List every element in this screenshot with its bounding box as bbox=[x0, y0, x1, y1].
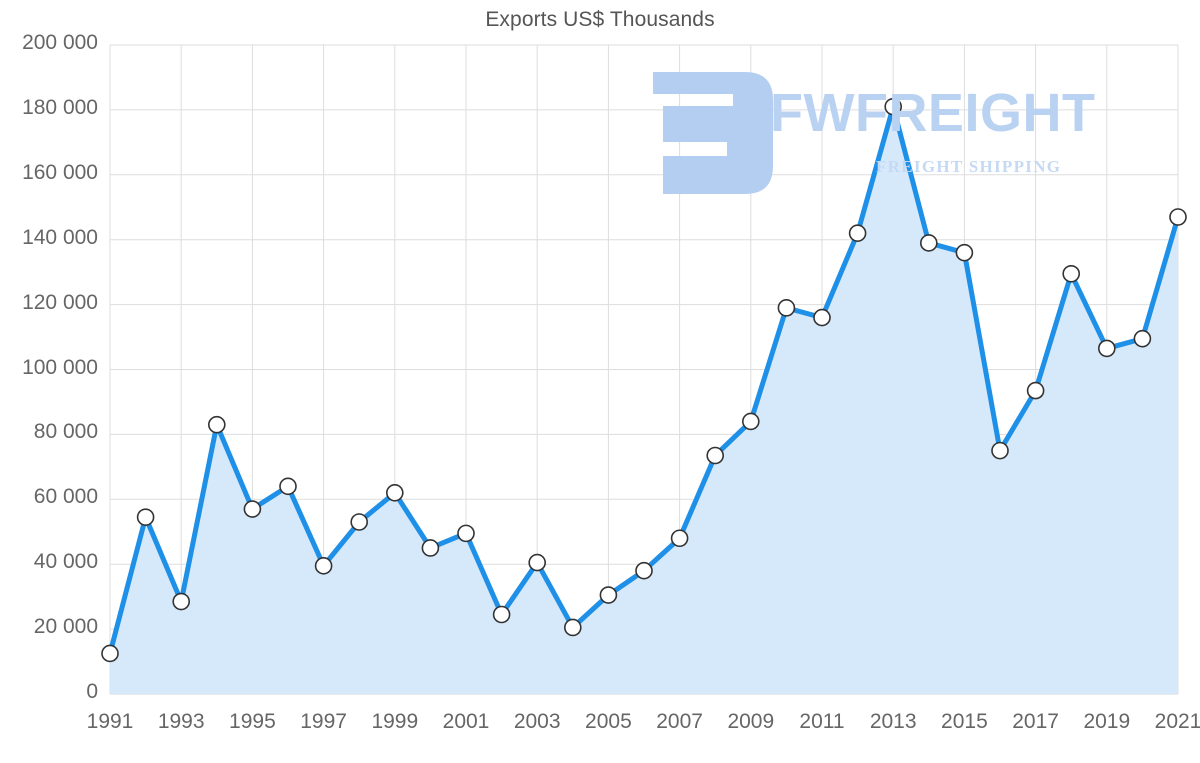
y-axis-tick-label: 180 000 bbox=[22, 95, 98, 119]
x-axis-tick-label: 1999 bbox=[371, 710, 419, 733]
data-point-marker[interactable] bbox=[706, 446, 725, 465]
data-point-marker[interactable] bbox=[635, 561, 653, 580]
area-fill bbox=[110, 106, 1178, 694]
y-axis-tick-label: 60 000 bbox=[33, 485, 98, 509]
data-point-marker[interactable] bbox=[1098, 339, 1116, 358]
data-point-marker[interactable] bbox=[1169, 208, 1187, 226]
data-point-marker[interactable] bbox=[848, 224, 867, 243]
x-axis-tick-label: 2013 bbox=[869, 710, 917, 733]
data-point-marker[interactable] bbox=[457, 524, 475, 543]
data-point-marker[interactable] bbox=[528, 553, 547, 572]
data-point-marker[interactable] bbox=[1026, 381, 1045, 400]
data-point-marker[interactable] bbox=[314, 557, 333, 575]
data-point-marker[interactable] bbox=[208, 415, 226, 434]
data-point-markers bbox=[101, 97, 1187, 663]
x-axis-tick-label: 1993 bbox=[157, 710, 205, 733]
data-point-marker[interactable] bbox=[136, 508, 155, 526]
x-axis-tick-label: 2005 bbox=[585, 710, 632, 733]
y-axis-tick-label: 160 000 bbox=[22, 160, 98, 184]
data-point-marker[interactable] bbox=[421, 539, 440, 557]
data-point-marker[interactable] bbox=[670, 529, 689, 548]
data-point-marker[interactable] bbox=[492, 605, 511, 624]
x-axis-tick-label: 2021 bbox=[1154, 710, 1200, 733]
data-point-marker[interactable] bbox=[884, 97, 903, 116]
y-axis-tick-label: 40 000 bbox=[33, 550, 98, 574]
x-axis-tick-label: 2019 bbox=[1083, 710, 1131, 733]
data-point-marker[interactable] bbox=[243, 500, 262, 518]
data-point-marker[interactable] bbox=[991, 441, 1009, 460]
data-point-marker[interactable] bbox=[385, 484, 404, 502]
data-point-marker[interactable] bbox=[279, 477, 297, 496]
y-axis-tick-label: 100 000 bbox=[22, 355, 98, 379]
x-axis-tick-label: 2015 bbox=[941, 710, 988, 733]
data-point-marker[interactable] bbox=[563, 618, 582, 637]
data-point-marker[interactable] bbox=[919, 234, 938, 252]
x-axis-tick-label: 1991 bbox=[86, 710, 134, 733]
x-axis-tick-label: 1995 bbox=[229, 710, 276, 733]
data-point-marker[interactable] bbox=[955, 243, 974, 262]
x-axis-tick-label: 2011 bbox=[799, 710, 845, 733]
data-point-marker[interactable] bbox=[777, 299, 796, 317]
x-axis-tick-label: 2007 bbox=[656, 710, 703, 733]
data-point-marker[interactable] bbox=[172, 592, 190, 611]
data-point-marker[interactable] bbox=[1133, 329, 1152, 348]
x-axis-tick-label: 1997 bbox=[300, 710, 347, 733]
x-axis-tick-label: 2003 bbox=[513, 710, 561, 733]
y-axis-tick-label: 140 000 bbox=[22, 225, 98, 249]
y-axis-tick-label: 80 000 bbox=[33, 420, 98, 444]
chart-title: Exports US$ Thousands bbox=[485, 8, 715, 31]
x-axis-tick-label: 2009 bbox=[727, 710, 775, 733]
data-point-marker[interactable] bbox=[741, 412, 760, 431]
y-axis-tick-label: 200 000 bbox=[22, 31, 98, 54]
x-axis-tick-label: 2017 bbox=[1012, 710, 1059, 733]
data-point-marker[interactable] bbox=[101, 644, 119, 663]
data-point-marker[interactable] bbox=[350, 513, 369, 531]
x-axis-tick-label: 2001 bbox=[442, 710, 490, 733]
y-axis-tick-label: 20 000 bbox=[33, 615, 98, 639]
y-axis-tick-label: 0 bbox=[86, 680, 98, 703]
data-point-marker[interactable] bbox=[813, 308, 831, 327]
data-point-marker[interactable] bbox=[599, 586, 618, 604]
data-point-marker[interactable] bbox=[1062, 264, 1080, 283]
y-axis-tick-label: 120 000 bbox=[22, 290, 98, 314]
